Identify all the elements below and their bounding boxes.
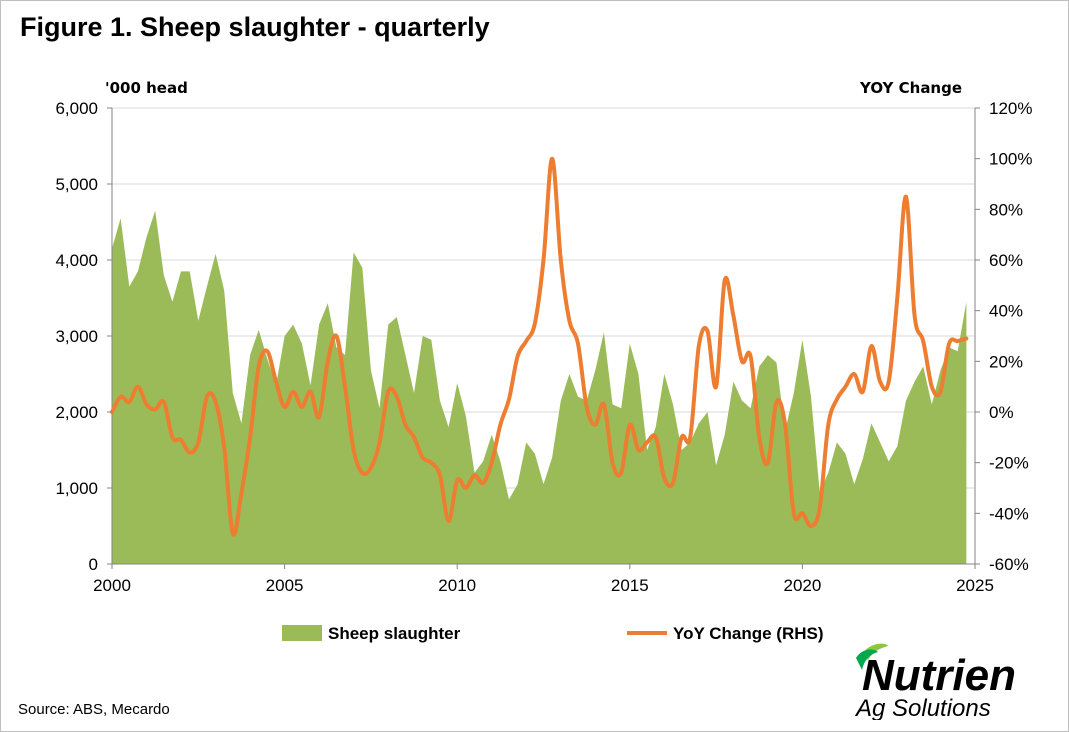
y-tick-label-left: 2,000	[55, 403, 98, 422]
y-tick-label-right: 60%	[989, 251, 1023, 270]
yoy-change-line	[110, 156, 969, 537]
x-tick-label: 2015	[611, 576, 649, 595]
nutrien-leaf-icon: Nutrien Ag Solutions	[854, 643, 1016, 722]
y-tick-label-right: 40%	[989, 302, 1023, 321]
x-tick-label: 2005	[266, 576, 304, 595]
source-note: Source: ABS, Mecardo	[18, 701, 170, 718]
y-tick-label-right: 0%	[989, 403, 1014, 422]
y-tick-label-right: -60%	[989, 555, 1029, 574]
logo-text-2: Ag Solutions	[854, 695, 991, 720]
y-tick-label-right: 80%	[989, 200, 1023, 219]
y-tick-label-right: -20%	[989, 454, 1029, 473]
x-tick-label: 2010	[438, 576, 476, 595]
y-tick-label-left: 1,000	[55, 479, 98, 498]
chart-title: Figure 1. Sheep slaughter - quarterly	[20, 12, 490, 42]
y-tick-label-left: 3,000	[55, 327, 98, 346]
legend-label-area: Sheep slaughter	[328, 624, 461, 643]
x-tick-label: 2025	[956, 576, 994, 595]
logo-text-1: Nutrien	[862, 651, 1016, 700]
y-tick-label-right: -40%	[989, 504, 1029, 523]
y-tick-label-left: 4,000	[55, 251, 98, 270]
y-tick-label-left: 0	[89, 555, 98, 574]
y-tick-label-right: 100%	[989, 150, 1032, 169]
y-tick-label-left: 5,000	[55, 175, 98, 194]
right-axis-label: YOY Change	[860, 79, 963, 97]
x-tick-label: 2000	[93, 576, 131, 595]
x-tick-label: 2020	[783, 576, 821, 595]
legend-swatch-area	[282, 625, 322, 641]
y-tick-label-right: 120%	[989, 99, 1032, 118]
nutrien-logo: Nutrien Ag Solutions	[848, 640, 1058, 722]
legend-label-line: YoY Change (RHS)	[673, 624, 824, 643]
sheep-slaughter-area	[112, 210, 967, 564]
y-tick-label-left: 6,000	[55, 99, 98, 118]
y-tick-label-right: 20%	[989, 352, 1023, 371]
left-axis-label: '000 head	[105, 79, 188, 97]
